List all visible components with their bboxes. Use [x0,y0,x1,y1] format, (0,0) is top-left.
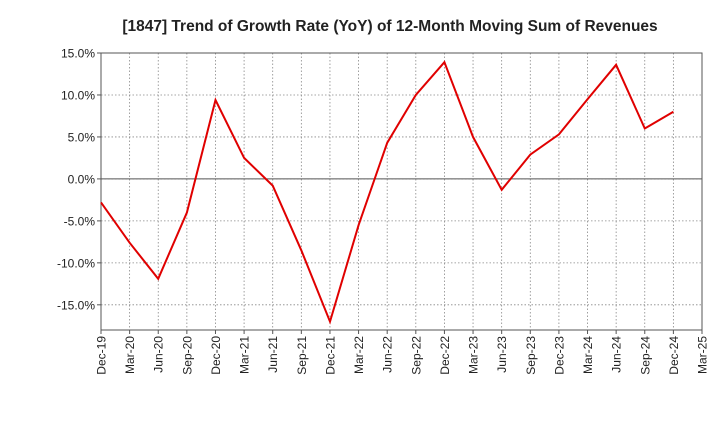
y-tick-label: -15.0% [57,298,95,312]
x-tick-label: Sep-21 [295,336,309,375]
series-line [100,60,674,325]
data-point [644,128,646,130]
data-point [243,157,245,159]
data-point [186,211,188,213]
plot-frame [100,52,703,331]
x-tick-label: Jun-21 [266,336,280,373]
series-layer [100,60,674,325]
y-axis-tick-labels: 15.0% 10.0% 5.0% 0.0% -5.0% -10.0% -15.0% [57,47,101,312]
y-tick-label: -5.0% [64,214,96,228]
y-tick-label: 10.0% [61,88,95,102]
x-tick-label: Dec-21 [323,336,337,375]
data-point [100,201,102,203]
x-tick-label: Dec-22 [438,336,452,375]
y-tick-label: -10.0% [57,256,95,270]
x-tick-label: Mar-24 [581,336,595,374]
x-tick-label: Dec-19 [95,336,109,375]
data-point [129,242,131,244]
data-point [615,64,617,66]
x-tick-label: Sep-22 [409,336,423,375]
y-tick-label: 0.0% [68,172,96,186]
x-tick-label: Sep-23 [524,336,538,375]
x-tick-label: Jun-20 [152,336,166,373]
x-tick-label: Mar-21 [238,336,252,374]
x-tick-label: Jun-22 [381,336,395,373]
x-tick-label: Sep-24 [638,336,652,375]
data-point [157,278,159,280]
data-point [358,224,360,226]
data-point [558,133,560,135]
x-tick-label: Mar-23 [467,336,481,374]
x-tick-label: Mar-22 [352,336,366,374]
data-point [443,61,445,63]
y-tick-label: 5.0% [68,130,96,144]
data-point [415,94,417,96]
x-tick-label: Jun-23 [495,336,509,373]
y-tick-label: 15.0% [61,47,95,61]
x-tick-label: Dec-23 [552,336,566,375]
data-point [272,185,274,187]
x-tick-label: Dec-24 [667,336,681,375]
data-point [300,249,302,251]
x-tick-label: Sep-20 [180,336,194,375]
x-tick-label: Mar-20 [123,336,137,374]
grid [100,52,703,330]
data-point [386,142,388,144]
x-axis-tick-labels: Dec-19 Mar-20 Jun-20 Sep-20 Dec-20 Mar-21 Jun-… [95,330,710,375]
x-tick-label: Mar-25 [696,336,710,374]
chart-title: [1847] Trend of Growth Rate (YoY) of 12-… [122,18,657,35]
data-point [472,136,474,138]
data-point [529,154,531,156]
data-point [672,111,674,113]
axes [100,52,703,331]
data-point [587,98,589,100]
data-point [214,99,216,101]
x-tick-label: Jun-24 [610,336,624,373]
data-point [329,321,331,323]
x-tick-label: Dec-20 [209,336,223,375]
data-point [501,189,503,191]
